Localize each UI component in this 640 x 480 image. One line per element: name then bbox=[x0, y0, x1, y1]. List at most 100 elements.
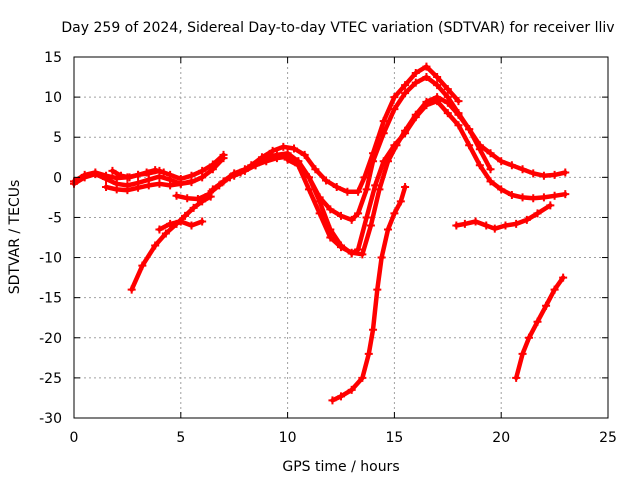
data-point bbox=[501, 221, 510, 230]
data-point bbox=[486, 165, 495, 174]
data-point bbox=[343, 187, 352, 196]
data-point bbox=[383, 157, 392, 166]
data-point bbox=[206, 192, 215, 201]
plot-frame bbox=[73, 56, 609, 419]
data-point bbox=[326, 233, 335, 242]
data-point bbox=[198, 217, 207, 226]
data-point bbox=[294, 161, 303, 170]
data-point bbox=[155, 225, 164, 234]
data-point bbox=[497, 157, 506, 166]
data-point bbox=[465, 125, 474, 134]
data-point bbox=[371, 181, 380, 190]
y-tick-label: -20 bbox=[39, 331, 62, 347]
chart-title: Day 259 of 2024, Sidereal Day-to-day VTE… bbox=[61, 20, 614, 36]
x-tick-label: 5 bbox=[176, 430, 185, 446]
y-axis-label: SDTVAR / TECUs bbox=[7, 180, 23, 295]
data-point bbox=[443, 85, 452, 94]
data-point bbox=[390, 209, 399, 218]
data-point bbox=[401, 126, 410, 135]
data-point bbox=[127, 285, 136, 294]
data-point bbox=[383, 225, 392, 234]
data-point bbox=[304, 185, 313, 194]
series-line bbox=[129, 194, 213, 292]
data-point bbox=[279, 142, 288, 151]
data-point bbox=[108, 166, 117, 175]
data-point bbox=[362, 185, 371, 194]
data-point bbox=[401, 89, 410, 98]
data-point bbox=[283, 155, 292, 164]
data-point bbox=[460, 219, 469, 228]
data-point bbox=[123, 186, 132, 195]
data-point bbox=[377, 253, 386, 262]
data-point bbox=[337, 392, 345, 401]
data-point bbox=[471, 217, 480, 226]
data-point bbox=[454, 110, 463, 119]
data-point bbox=[542, 301, 551, 310]
y-tick-label: -30 bbox=[39, 411, 62, 427]
y-tick-label: 15 bbox=[44, 50, 62, 66]
axis-ticks: 0 5 10 15 20 25 15 10 5 0 -5 -10 -15 -20 -25 -30 bbox=[39, 50, 617, 446]
data-point bbox=[443, 98, 452, 107]
data-point bbox=[512, 373, 521, 382]
data-point bbox=[102, 174, 111, 183]
data-point bbox=[486, 177, 495, 186]
data-point bbox=[433, 93, 442, 102]
data-point bbox=[550, 170, 559, 179]
data-point bbox=[208, 185, 217, 194]
data-point bbox=[347, 215, 356, 224]
data-point bbox=[326, 205, 335, 214]
y-tick-label: 10 bbox=[44, 90, 62, 106]
data-point bbox=[512, 219, 521, 228]
data-point bbox=[181, 211, 190, 220]
data-point bbox=[422, 97, 431, 106]
data-point bbox=[454, 121, 463, 130]
data-point bbox=[189, 203, 198, 212]
data-point bbox=[240, 166, 249, 175]
data-point bbox=[366, 221, 375, 230]
series-track-6 bbox=[208, 73, 570, 224]
data-point bbox=[369, 325, 378, 334]
data-point bbox=[176, 217, 185, 226]
x-tick-label: 15 bbox=[385, 430, 403, 446]
data-point bbox=[529, 169, 538, 178]
data-point bbox=[358, 373, 367, 382]
data-point bbox=[219, 177, 228, 186]
data-point bbox=[155, 172, 164, 181]
series-track-3 bbox=[102, 177, 196, 195]
data-point bbox=[401, 182, 410, 191]
data-point bbox=[219, 154, 228, 163]
data-point bbox=[116, 171, 125, 180]
data-point bbox=[268, 146, 277, 155]
data-point bbox=[198, 173, 207, 182]
data-point bbox=[379, 129, 388, 138]
series-line bbox=[513, 275, 566, 381]
data-point bbox=[102, 182, 111, 191]
data-point bbox=[134, 170, 143, 179]
x-axis-label: GPS time / hours bbox=[282, 459, 399, 475]
data-point bbox=[396, 197, 405, 206]
data-point bbox=[518, 165, 527, 174]
data-point bbox=[151, 241, 160, 250]
data-point bbox=[142, 168, 151, 177]
data-point bbox=[518, 349, 527, 358]
data-point bbox=[561, 168, 570, 177]
data-point bbox=[332, 182, 341, 191]
series-line bbox=[454, 203, 553, 231]
x-tick-label: 20 bbox=[492, 430, 510, 446]
x-tick-label: 0 bbox=[70, 430, 79, 446]
data-point bbox=[151, 166, 160, 175]
data-point bbox=[187, 177, 196, 186]
data-point bbox=[373, 285, 382, 294]
data-point bbox=[166, 219, 175, 228]
data-point bbox=[91, 170, 100, 179]
data-point bbox=[401, 81, 410, 90]
data-point bbox=[134, 183, 143, 192]
data-point bbox=[522, 215, 531, 224]
data-point bbox=[490, 224, 499, 233]
data-point bbox=[161, 229, 170, 238]
data-point bbox=[433, 81, 442, 90]
data-point bbox=[422, 73, 431, 82]
data-point bbox=[358, 250, 367, 259]
data-point bbox=[475, 145, 484, 154]
data-point bbox=[272, 154, 281, 163]
